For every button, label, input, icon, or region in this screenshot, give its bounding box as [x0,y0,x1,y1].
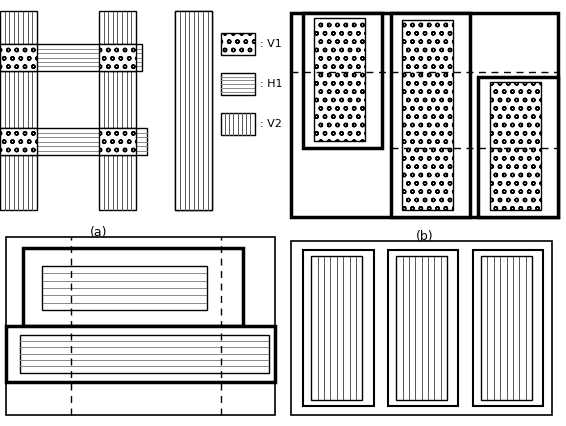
Bar [221,33,255,55]
Bar [0,129,147,155]
Bar [99,11,136,210]
Bar [314,18,365,141]
Bar [0,44,37,71]
Bar [221,73,255,95]
Bar [99,129,136,155]
Bar [391,13,470,217]
Bar [303,13,382,148]
Bar [42,266,207,310]
Bar [291,13,558,217]
Bar [221,113,255,135]
Text: : V2: : V2 [260,119,282,129]
Bar [20,335,269,373]
Bar [490,82,541,210]
Text: : V1: : V1 [260,39,282,49]
Bar [6,237,275,415]
Text: (b): (b) [415,230,434,243]
Bar [291,241,552,415]
Bar [473,250,543,406]
Bar [175,11,212,210]
Bar [478,77,558,217]
Bar [481,256,532,400]
Bar [311,256,362,400]
Bar [0,44,142,71]
Bar [396,256,447,400]
Text: : H1: : H1 [260,79,283,89]
Bar [23,248,243,326]
Bar [0,11,37,210]
Bar [175,11,212,210]
Bar [388,250,458,406]
Bar [0,129,37,155]
Bar [6,326,275,382]
Text: (a): (a) [91,226,108,239]
Bar [402,20,453,210]
Bar [99,44,136,71]
Bar [303,250,374,406]
